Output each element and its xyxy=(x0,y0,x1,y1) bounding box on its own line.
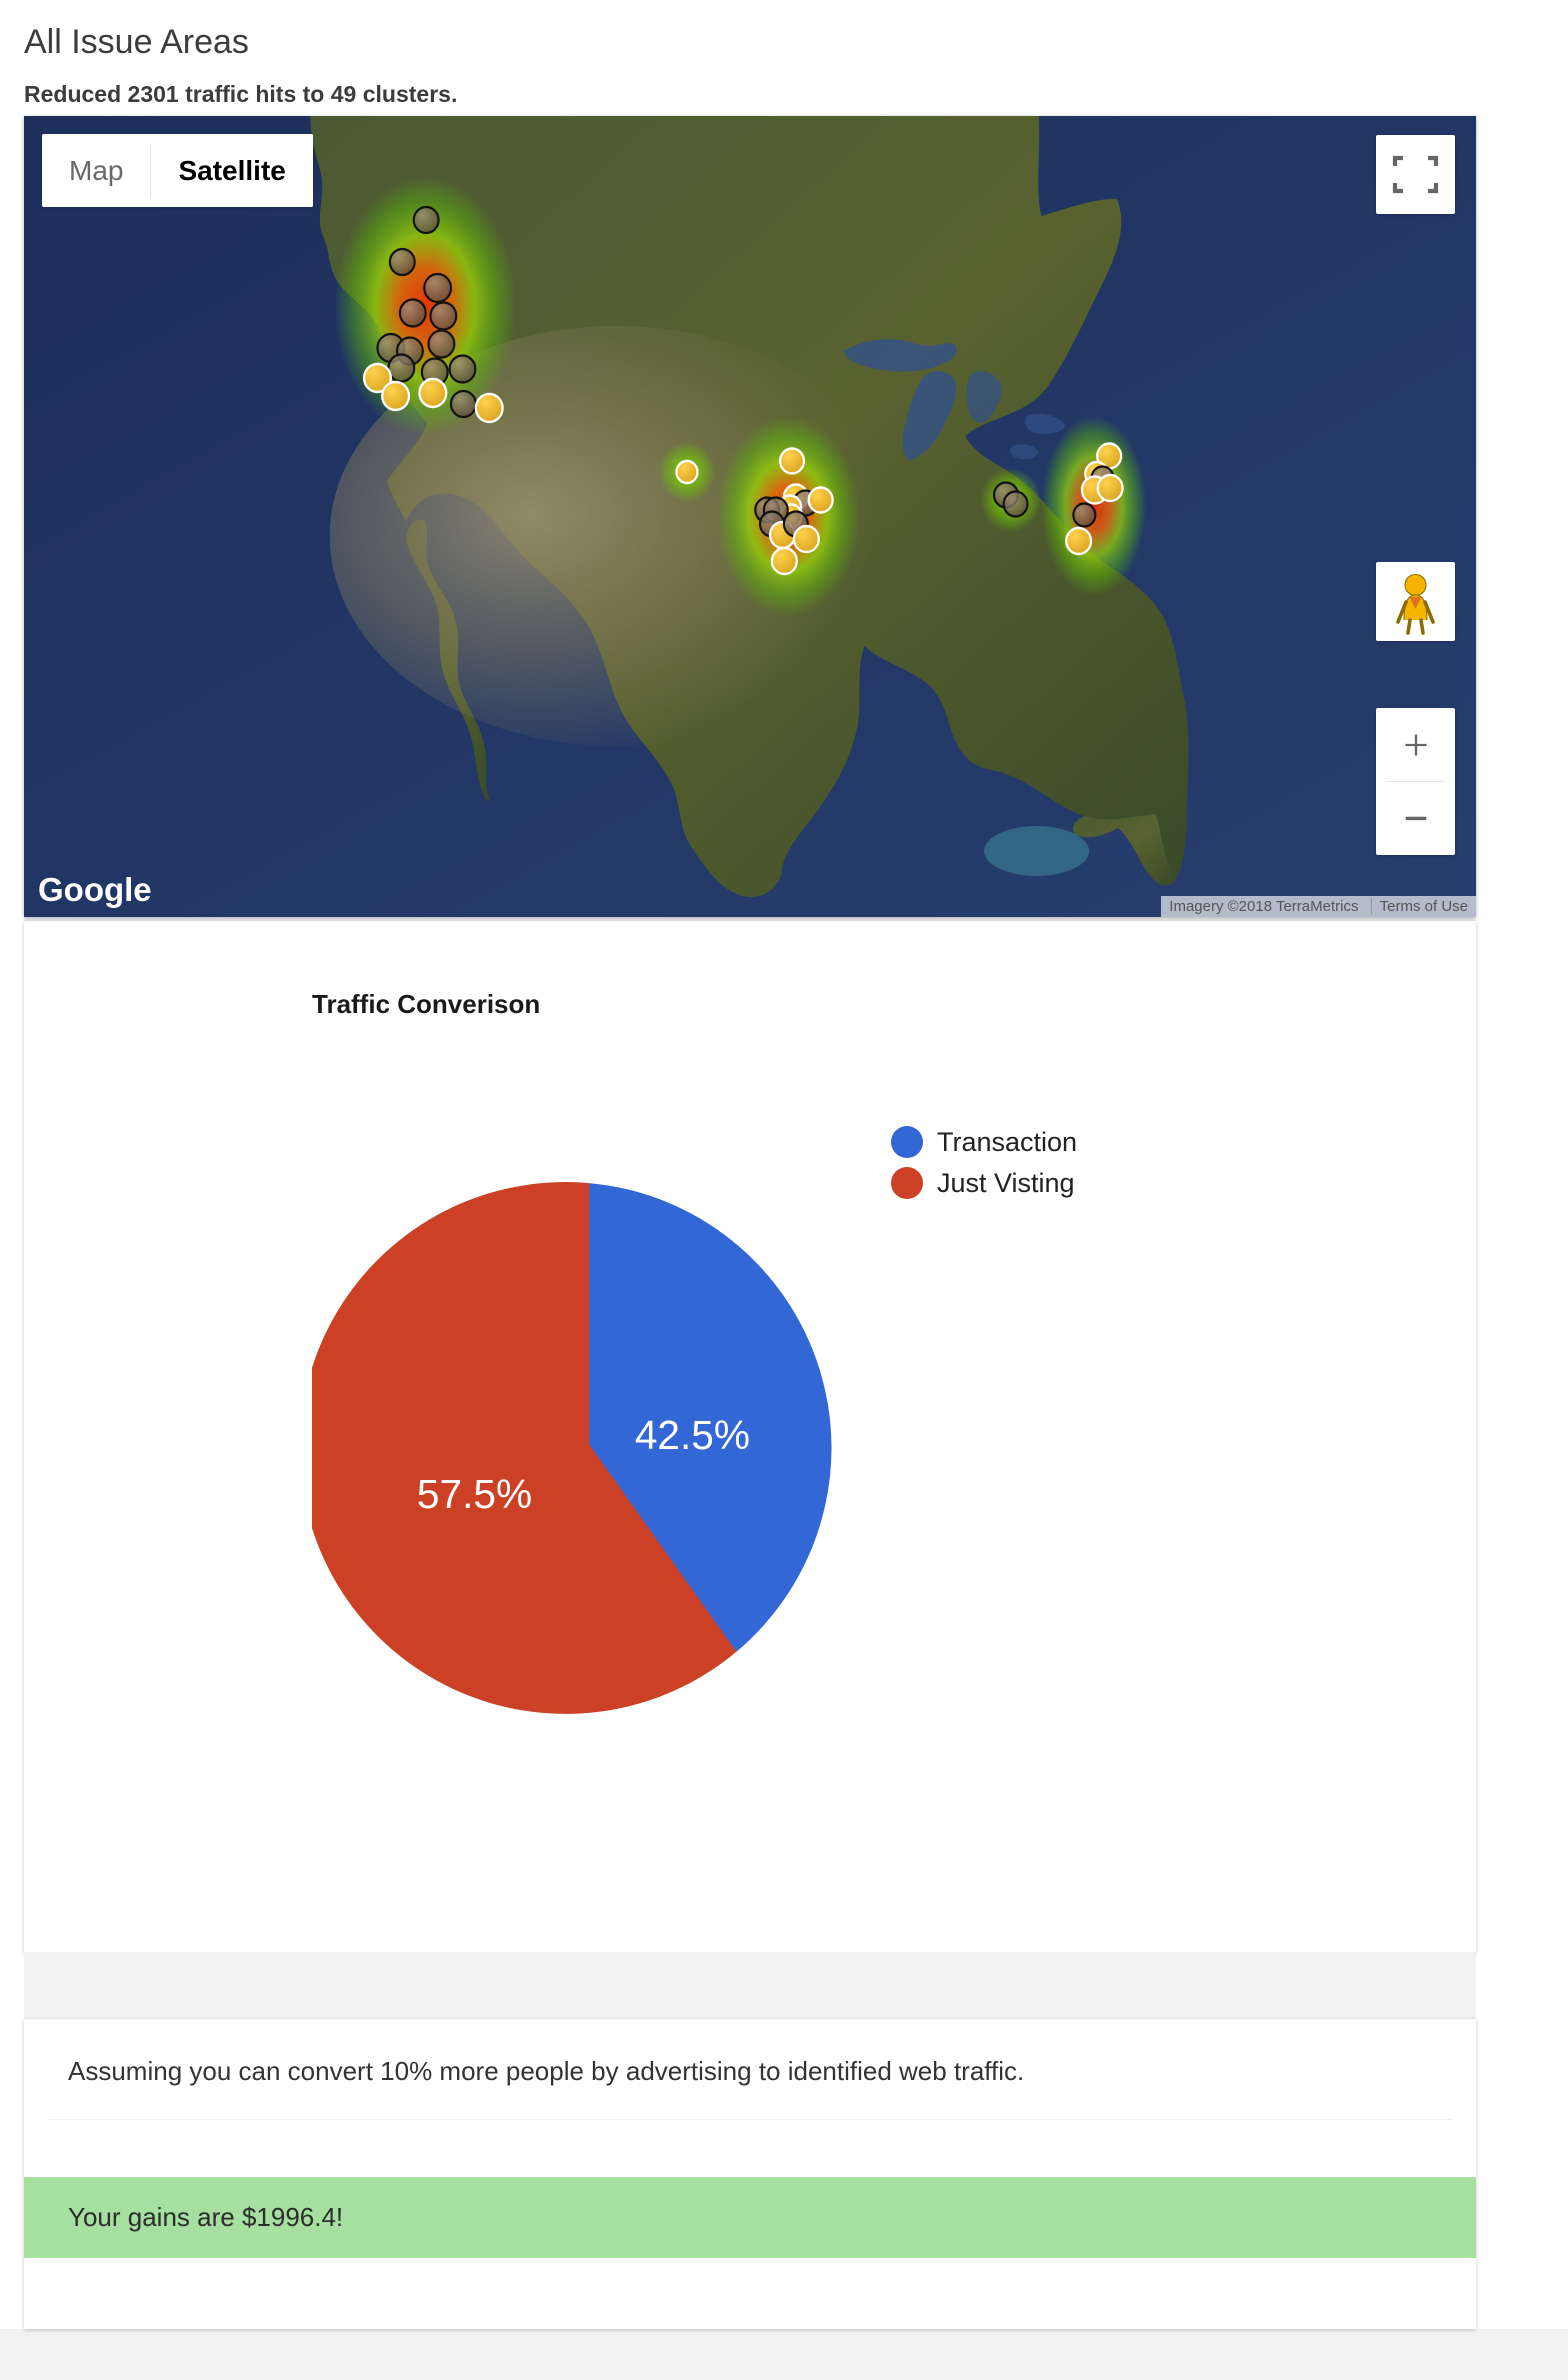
svg-text:57.5%: 57.5% xyxy=(417,1471,532,1517)
svg-text:42.5%: 42.5% xyxy=(635,1412,750,1458)
